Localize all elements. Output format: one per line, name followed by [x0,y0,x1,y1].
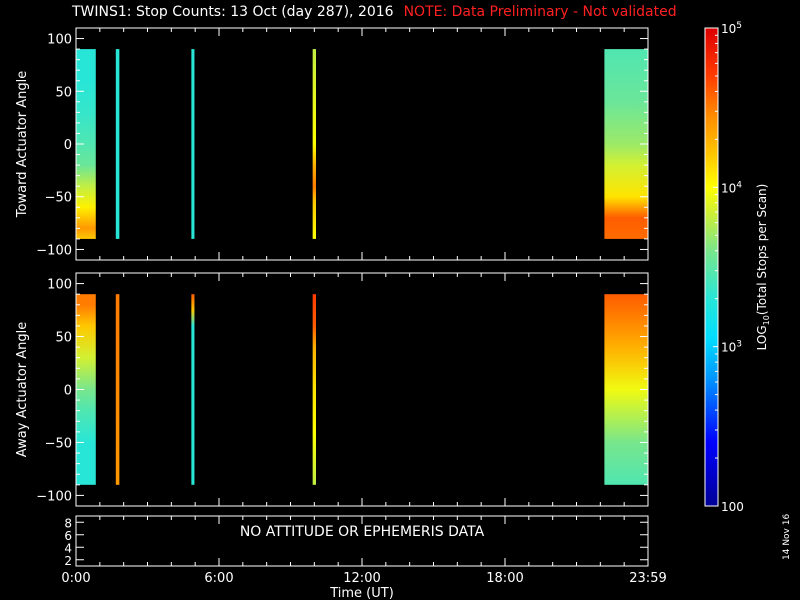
preliminary-note: NOTE: Data Preliminary - Not validated [403,4,677,20]
y-tick-label: 0 [64,138,72,153]
colorbar-tick-label: 103 [721,340,742,355]
y-tick-label: 0 [64,384,72,399]
y-tick-label: −50 [45,191,72,206]
data-segment [115,294,120,485]
panel-frame [75,27,649,261]
colorbar [704,27,719,507]
y-tick-label: 6 [64,529,72,543]
y-tick-label: 50 [55,331,72,346]
y-tick-label: −50 [45,436,72,451]
data-segment [76,49,96,239]
colorbar-tick-label: 104 [721,180,742,195]
y-tick-label: 100 [47,278,72,293]
x-tick-label: 6:00 [204,571,233,586]
data-segment [76,294,96,485]
x-tick-label: 12:00 [343,571,380,586]
y-tick-label: −100 [36,243,72,258]
data-segment [115,49,120,239]
no-data-message: NO ATTITUDE OR EPHEMERIS DATA [239,524,485,540]
data-segment [312,49,317,239]
x-axis-label: Time (UT) [329,586,394,600]
y-tick-label: 8 [64,516,72,530]
y-tick-label: −100 [36,489,72,504]
x-tick-label: 23:59 [629,571,666,586]
colorbar-tick-label: 105 [721,21,742,36]
y-axis-label: Away Actuator Angle [15,322,30,457]
colorbar-label: LOG10(Total Stops per Scan) [755,184,771,351]
data-segment [312,294,317,485]
x-tick-label: 18:00 [486,571,523,586]
data-segment [191,294,195,485]
y-axis-label: Toward Actuator Angle [15,71,30,218]
colorbar-tick-label: 100 [721,500,744,514]
side-datestamp: 14 Nov 16 [782,513,792,560]
y-tick-label: 50 [55,85,72,100]
data-segment [191,49,195,239]
y-tick-label: 100 [47,33,72,48]
title-text: TWINS1: Stop Counts: 13 Oct (day 287), 2… [72,4,394,20]
y-tick-label: 2 [64,554,72,568]
x-tick-label: 0:00 [61,571,90,586]
chart-title: TWINS1: Stop Counts: 13 Oct (day 287), 2… [72,4,677,20]
y-tick-label: 4 [64,541,72,555]
panel-frame [75,272,649,507]
